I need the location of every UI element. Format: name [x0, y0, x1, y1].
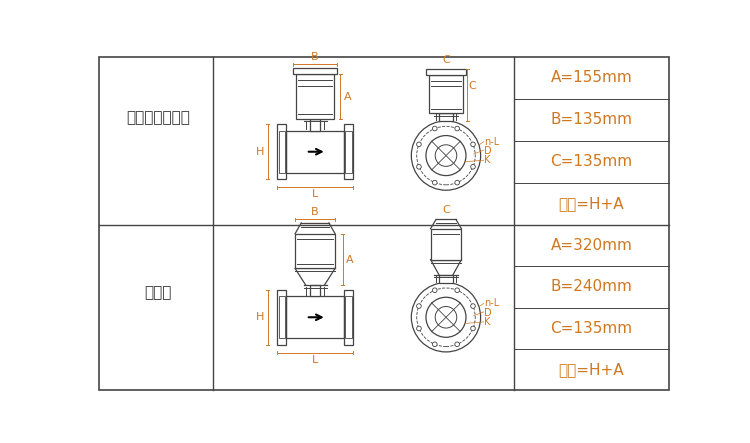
Bar — [310, 119, 320, 131]
Bar — [277, 124, 286, 179]
Bar — [295, 234, 335, 268]
Text: 一体型: 一体型 — [145, 285, 172, 300]
Circle shape — [417, 164, 422, 169]
Circle shape — [454, 288, 460, 292]
Text: B=240mm: B=240mm — [550, 280, 632, 295]
Text: D: D — [484, 307, 492, 318]
Bar — [277, 290, 286, 345]
Text: L: L — [312, 355, 318, 365]
Text: K: K — [484, 155, 490, 165]
Circle shape — [417, 304, 422, 308]
Circle shape — [433, 126, 437, 131]
Bar — [344, 124, 353, 179]
Bar — [292, 68, 338, 74]
Text: H: H — [256, 147, 265, 157]
Text: 无通讯或分体型: 无通讯或分体型 — [127, 110, 190, 125]
Text: C: C — [442, 54, 450, 65]
Circle shape — [471, 142, 476, 147]
Bar — [426, 70, 466, 75]
Bar — [346, 296, 352, 338]
Bar — [296, 74, 334, 119]
Bar — [286, 296, 344, 338]
Text: D: D — [484, 146, 492, 156]
Circle shape — [433, 180, 437, 185]
Text: L: L — [312, 190, 318, 199]
Text: H: H — [256, 312, 265, 322]
Text: n-L: n-L — [484, 137, 500, 147]
Text: 总高=H+A: 总高=H+A — [559, 196, 624, 211]
Circle shape — [471, 326, 476, 331]
Bar — [430, 229, 461, 260]
Text: n-L: n-L — [484, 299, 500, 308]
Bar — [286, 131, 344, 173]
Bar — [344, 290, 353, 345]
Circle shape — [454, 180, 460, 185]
Text: C: C — [442, 205, 450, 215]
Text: A=320mm: A=320mm — [550, 238, 632, 253]
Text: A: A — [346, 255, 353, 264]
Circle shape — [471, 304, 476, 308]
Bar — [310, 285, 320, 296]
Text: A=155mm: A=155mm — [550, 70, 632, 85]
Bar — [429, 75, 464, 113]
Text: C: C — [469, 81, 476, 91]
Text: B: B — [311, 52, 319, 62]
Text: A: A — [344, 92, 351, 101]
Text: K: K — [484, 317, 490, 327]
Text: C=135mm: C=135mm — [550, 155, 632, 169]
Bar — [278, 131, 285, 173]
Text: B: B — [311, 207, 319, 217]
Circle shape — [454, 126, 460, 131]
Bar — [278, 296, 285, 338]
Circle shape — [417, 326, 422, 331]
Bar — [346, 131, 352, 173]
Circle shape — [417, 142, 422, 147]
Bar — [439, 275, 453, 283]
Circle shape — [471, 164, 476, 169]
Text: B=135mm: B=135mm — [550, 113, 632, 128]
Text: 总高=H+A: 总高=H+A — [559, 362, 624, 377]
Circle shape — [454, 342, 460, 346]
Text: C=135mm: C=135mm — [550, 321, 632, 336]
Bar — [439, 113, 453, 121]
Circle shape — [433, 342, 437, 346]
Circle shape — [433, 288, 437, 292]
